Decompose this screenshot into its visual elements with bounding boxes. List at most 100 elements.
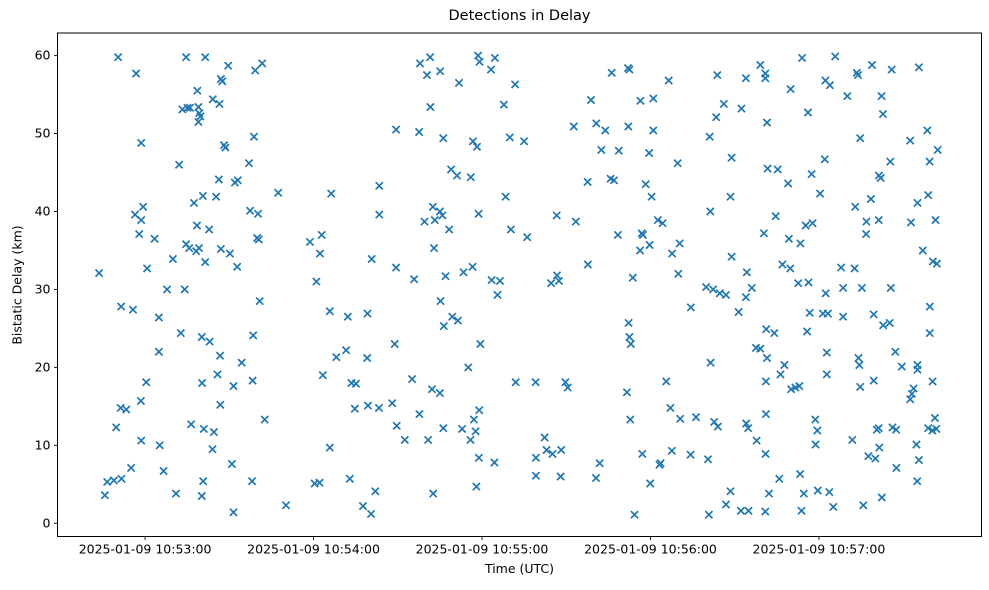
data-point-marker bbox=[797, 53, 807, 63]
data-point-marker bbox=[473, 51, 483, 60]
data-point-marker bbox=[248, 331, 258, 340]
data-point-marker bbox=[387, 398, 397, 408]
data-point-marker bbox=[474, 453, 484, 463]
x-tick-label: 2025-01-09 10:55:00 bbox=[416, 542, 549, 557]
data-point-marker bbox=[838, 283, 848, 293]
data-point-marker bbox=[510, 80, 520, 89]
data-point-marker bbox=[737, 104, 746, 113]
data-point-marker bbox=[208, 95, 218, 104]
x-tick-label: 2025-01-09 10:54:00 bbox=[247, 542, 380, 557]
data-point-marker bbox=[522, 232, 532, 242]
data-point-marker bbox=[159, 466, 168, 476]
data-point-marker bbox=[390, 339, 399, 349]
data-point-marker bbox=[325, 307, 335, 316]
data-points-group bbox=[94, 51, 942, 519]
data-point-marker bbox=[711, 112, 721, 122]
data-point-marker bbox=[453, 316, 463, 325]
data-point-marker bbox=[540, 433, 549, 442]
data-point-marker bbox=[923, 423, 933, 433]
data-point-marker bbox=[923, 126, 932, 135]
data-point-marker bbox=[471, 427, 480, 436]
data-point-marker bbox=[552, 211, 561, 220]
data-point-marker bbox=[743, 423, 753, 433]
data-point-marker bbox=[713, 70, 722, 80]
data-point-marker bbox=[905, 395, 915, 404]
data-point-marker bbox=[825, 487, 834, 497]
data-point-marker bbox=[877, 91, 886, 101]
data-point-marker bbox=[931, 215, 940, 225]
y-tick-label: 10 bbox=[35, 437, 51, 452]
data-point-marker bbox=[415, 409, 424, 419]
data-point-marker bbox=[645, 479, 655, 488]
data-point-marker bbox=[552, 271, 562, 280]
data-point-marker bbox=[653, 215, 663, 225]
data-point-marker bbox=[756, 60, 765, 70]
data-point-marker bbox=[223, 61, 233, 70]
data-point-marker bbox=[586, 95, 596, 105]
data-point-marker bbox=[583, 177, 592, 187]
data-point-marker bbox=[759, 229, 769, 238]
data-point-marker bbox=[784, 234, 794, 244]
x-tick-label: 2025-01-09 10:57:00 bbox=[753, 542, 886, 557]
data-point-marker bbox=[674, 269, 683, 279]
data-point-marker bbox=[726, 487, 735, 496]
data-point-marker bbox=[649, 94, 658, 103]
data-point-marker bbox=[438, 211, 447, 220]
data-point-marker bbox=[838, 312, 848, 321]
data-point-marker bbox=[362, 353, 372, 363]
data-point-marker bbox=[548, 449, 557, 459]
data-point-marker bbox=[200, 52, 210, 62]
data-point-marker bbox=[141, 377, 151, 387]
data-point-marker bbox=[825, 80, 835, 90]
data-point-marker bbox=[546, 278, 556, 288]
data-point-marker bbox=[505, 133, 515, 142]
data-point-marker bbox=[468, 137, 478, 146]
plot-frame bbox=[57, 32, 982, 537]
data-point-marker bbox=[116, 302, 126, 311]
data-point-marker bbox=[476, 339, 485, 349]
data-point-marker bbox=[435, 207, 445, 216]
data-point-marker bbox=[850, 264, 859, 273]
y-tick-label: 30 bbox=[35, 281, 51, 296]
data-point-marker bbox=[928, 257, 938, 266]
data-point-marker bbox=[595, 458, 604, 468]
data-point-marker bbox=[614, 146, 624, 155]
data-point-marker bbox=[928, 377, 937, 386]
data-point-marker bbox=[531, 377, 540, 387]
data-point-marker bbox=[820, 155, 830, 164]
data-point-marker bbox=[221, 143, 230, 152]
data-point-marker bbox=[626, 339, 636, 349]
data-point-marker bbox=[499, 100, 509, 109]
data-point-marker bbox=[409, 275, 419, 284]
data-point-marker bbox=[554, 276, 564, 286]
data-point-marker bbox=[420, 217, 429, 226]
data-point-marker bbox=[609, 176, 619, 185]
data-point-marker bbox=[209, 427, 219, 437]
data-point-marker bbox=[94, 268, 104, 278]
data-point-marker bbox=[761, 377, 771, 386]
data-point-marker bbox=[762, 118, 772, 127]
data-point-marker bbox=[475, 57, 484, 67]
data-point-marker bbox=[727, 252, 736, 261]
data-point-marker bbox=[229, 508, 238, 517]
data-point-marker bbox=[780, 360, 789, 370]
data-point-marker bbox=[237, 358, 246, 367]
data-point-marker bbox=[859, 501, 868, 510]
data-point-marker bbox=[136, 215, 146, 225]
data-point-marker bbox=[644, 148, 654, 158]
data-point-marker bbox=[138, 202, 148, 212]
data-point-marker bbox=[213, 370, 222, 379]
data-point-marker bbox=[891, 347, 900, 357]
data-point-marker bbox=[495, 276, 505, 286]
data-point-marker bbox=[198, 191, 208, 201]
data-point-marker bbox=[490, 458, 499, 467]
data-point-marker bbox=[374, 403, 384, 413]
data-point-marker bbox=[857, 283, 867, 293]
data-point-marker bbox=[836, 263, 846, 272]
data-point-marker bbox=[630, 510, 639, 519]
data-point-marker bbox=[793, 278, 803, 288]
data-point-marker bbox=[422, 70, 432, 80]
data-point-marker bbox=[592, 119, 601, 128]
data-point-marker bbox=[813, 426, 822, 435]
